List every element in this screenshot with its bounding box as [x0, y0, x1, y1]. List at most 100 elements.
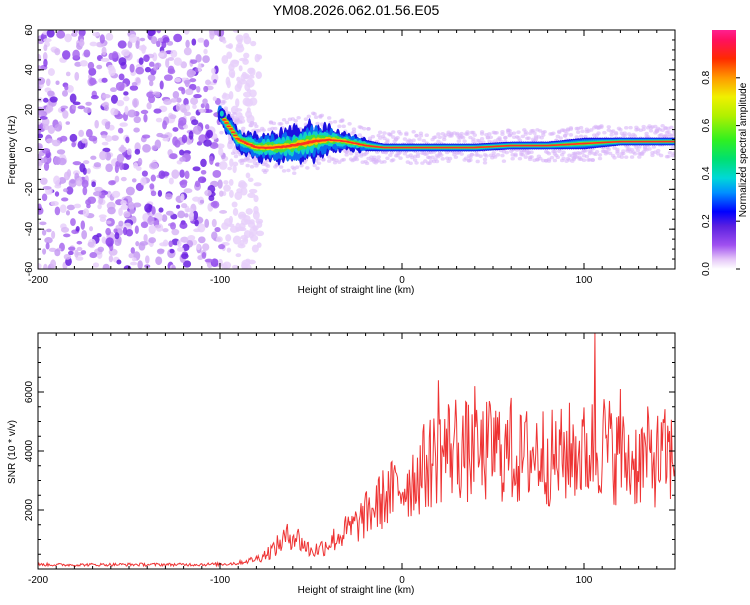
heatmap-speckle	[236, 76, 241, 82]
heatmap-speckle	[159, 134, 169, 139]
heatmap-speckle	[246, 107, 251, 114]
heatmap-halo	[223, 106, 229, 110]
heatmap-speckle	[65, 210, 71, 216]
heatmap-speckle	[105, 227, 112, 236]
heatmap-speckle	[162, 228, 169, 233]
heatmap-speckle	[123, 91, 129, 96]
heatmap-halo	[431, 150, 437, 154]
heatmap-halo	[670, 145, 675, 150]
heatmap-halo	[235, 117, 240, 122]
heatmap-speckle	[114, 239, 122, 247]
heatmap-speckle	[143, 54, 150, 62]
heatmap-speckle	[133, 127, 140, 133]
heatmap-speckle	[147, 30, 156, 37]
heatmap-halo	[672, 129, 675, 133]
heatmap-speckle	[247, 259, 256, 265]
heatmap-speckle	[149, 80, 154, 87]
heatmap-speckle	[177, 210, 186, 219]
heatmap-speckle	[120, 176, 127, 182]
heatmap-halo	[468, 158, 473, 162]
heatmap-halo	[660, 123, 665, 128]
heatmap-speckle	[165, 58, 170, 68]
heatmap-speckle	[117, 40, 127, 49]
heatmap-halo	[459, 131, 464, 136]
heatmap-halo	[669, 125, 674, 130]
heatmap-halo	[241, 126, 246, 131]
heatmap-speckle	[183, 79, 191, 85]
heatmap-halo	[484, 154, 489, 158]
heatmap-halo	[347, 121, 352, 126]
heatmap-speckle	[185, 88, 194, 96]
heatmap-halo	[520, 153, 526, 157]
heatmap-halo	[653, 124, 658, 129]
heatmap-band-cell	[221, 119, 227, 121]
colorbar-tick-label: 0.2	[701, 214, 712, 228]
heatmap-halo	[647, 147, 652, 151]
heatmap-halo	[278, 165, 284, 169]
heatmap-speckle	[143, 113, 148, 123]
heatmap-halo	[286, 168, 291, 173]
heatmap-speckle	[125, 136, 130, 144]
heatmap-speckle	[167, 57, 175, 61]
heatmap-speckle	[114, 164, 119, 174]
heatmap-speckle	[189, 211, 194, 217]
heatmap-halo	[578, 134, 584, 139]
heatmap-halo	[597, 156, 603, 161]
heatmap-speckle	[124, 105, 129, 115]
heatmap-speckle	[61, 50, 71, 60]
heatmap-speckle	[218, 243, 226, 250]
heatmap-speckle	[64, 84, 69, 91]
heatmap-halo	[465, 130, 470, 134]
heatmap-speckle	[193, 228, 201, 233]
heatmap-speckle	[148, 162, 158, 170]
heatmap-halo	[370, 134, 376, 139]
heatmap-speckle	[202, 55, 210, 64]
heatmap-halo	[599, 125, 604, 129]
heatmap-speckle	[253, 182, 262, 187]
heatmap-halo	[292, 171, 297, 175]
heatmap-speckle	[141, 134, 151, 139]
heatmap-halo	[552, 158, 558, 163]
heatmap-speckle	[47, 124, 56, 134]
heatmap-halo	[523, 155, 528, 159]
heatmap-halo	[602, 130, 607, 135]
heatmap-speckle	[82, 208, 90, 217]
heatmap-speckle	[154, 92, 161, 98]
snr-x-axis-label: Height of straight line (km)	[298, 585, 415, 596]
heatmap-speckle	[198, 236, 206, 244]
heatmap-speckle	[85, 101, 92, 106]
heatmap-halo	[555, 155, 560, 160]
heatmap-speckle	[156, 30, 161, 34]
snr-series	[38, 333, 675, 568]
heatmap-speckle	[142, 143, 151, 153]
heatmap-speckle	[169, 114, 177, 120]
heatmap-halo	[549, 155, 555, 160]
heatmap-halo	[510, 156, 515, 161]
heatmap-halo	[391, 158, 396, 162]
heatmap-halo	[516, 130, 521, 134]
heatmap-speckle	[140, 109, 149, 115]
heatmap-speckle	[218, 161, 228, 170]
heatmap-speckle	[256, 242, 262, 248]
heatmap-halo	[632, 151, 638, 156]
heatmap-speckle	[134, 148, 141, 155]
heatmap-halo	[414, 161, 419, 165]
heatmap-halo	[609, 133, 614, 137]
heatmap-halo	[385, 140, 390, 144]
heatmap-speckle	[170, 49, 178, 58]
heatmap-halo	[293, 118, 298, 123]
heatmap-halo	[632, 134, 638, 138]
heatmap-speckle	[162, 36, 170, 43]
heatmap-speckle	[185, 39, 190, 48]
heatmap-speckle	[204, 124, 210, 130]
heatmap-halo	[321, 157, 326, 162]
y-tick-label: 20	[24, 104, 35, 116]
heatmap-speckle	[43, 162, 50, 171]
heatmap-speckle	[38, 106, 44, 116]
y-tick-label: 4000	[24, 439, 35, 462]
heatmap-speckle	[68, 178, 77, 188]
heatmap-speckle	[255, 71, 263, 79]
heatmap-speckle	[141, 170, 148, 177]
heatmap-speckle	[209, 155, 214, 165]
heatmap-speckle	[203, 85, 209, 93]
